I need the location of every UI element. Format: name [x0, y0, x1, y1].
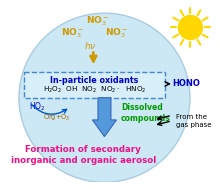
Text: NO$_3^-$: NO$_3^-$: [105, 26, 128, 40]
Text: $h\nu$: $h\nu$: [84, 40, 97, 50]
FancyArrowPatch shape: [31, 104, 67, 114]
Polygon shape: [92, 98, 116, 137]
Ellipse shape: [19, 13, 190, 182]
Text: H$_2$O$_2$  OH  NO$_2$  NO$_2\cdot$  HNO$_2$: H$_2$O$_2$ OH NO$_2$ NO$_2\cdot$ HNO$_2$: [42, 85, 146, 95]
Circle shape: [178, 15, 202, 40]
Text: HONO: HONO: [172, 79, 200, 88]
Text: NO$_3^-$: NO$_3^-$: [61, 26, 84, 40]
Text: From the
gas phase: From the gas phase: [176, 114, 211, 128]
Text: NO$_3^-$: NO$_3^-$: [86, 14, 110, 28]
Text: Org+O$_3$: Org+O$_3$: [43, 113, 70, 123]
Text: Formation of secondary
inorganic and organic aerosol: Formation of secondary inorganic and org…: [11, 145, 156, 165]
Text: In-particle oxidants: In-particle oxidants: [50, 76, 138, 85]
FancyBboxPatch shape: [24, 72, 165, 98]
Text: HO$_2$: HO$_2$: [29, 101, 45, 113]
Text: Dissolved
compounds: Dissolved compounds: [121, 103, 171, 123]
